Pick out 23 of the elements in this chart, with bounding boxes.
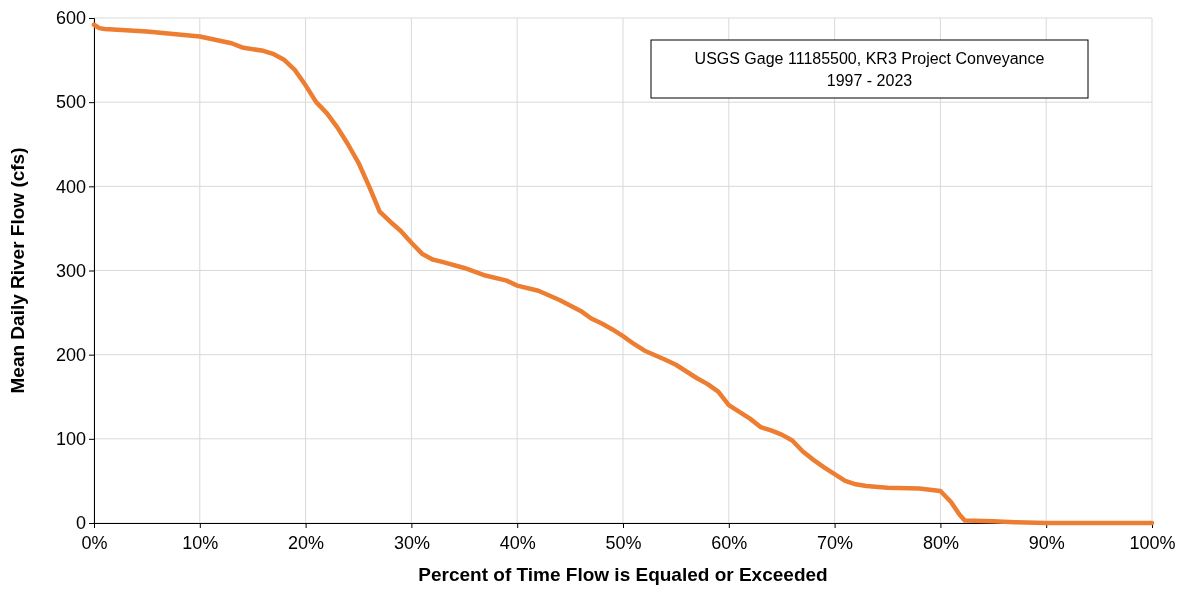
x-tick-label: 40% (499, 533, 536, 553)
note-box: USGS Gage 11185500, KR3 Project Conveyance 1997 - 2023 (650, 39, 1089, 99)
x-tick-label: 100% (1129, 533, 1176, 553)
x-tick-label: 80% (922, 533, 959, 553)
x-tick-label: 30% (393, 533, 430, 553)
x-tick-label: 0% (81, 533, 108, 553)
y-tick-label: 400 (55, 176, 86, 197)
x-tick-label: 90% (1028, 533, 1065, 553)
x-axis-title: Percent of Time Flow is Equaled or Exceeded (418, 564, 828, 585)
y-tick-label: 300 (55, 260, 86, 281)
y-tick-label: 100 (55, 429, 86, 450)
x-tick-label: 10% (182, 533, 219, 553)
y-tick-label: 600 (55, 8, 86, 29)
y-tick-label: 0 (75, 513, 86, 534)
annotation: USGS Gage 11185500, KR3 Project Conveyance (694, 50, 1045, 67)
x-tick-label: 70% (817, 533, 854, 553)
annotation: 1997 - 2023 (826, 72, 913, 89)
x-tick-label: 50% (605, 533, 642, 553)
x-tick-label: 20% (288, 533, 325, 553)
y-tick-label: 200 (55, 344, 86, 365)
y-axis-title: Mean Daily River Flow (cfs) (7, 147, 28, 394)
y-tick-label: 500 (55, 92, 86, 113)
x-tick-label: 60% (711, 533, 748, 553)
